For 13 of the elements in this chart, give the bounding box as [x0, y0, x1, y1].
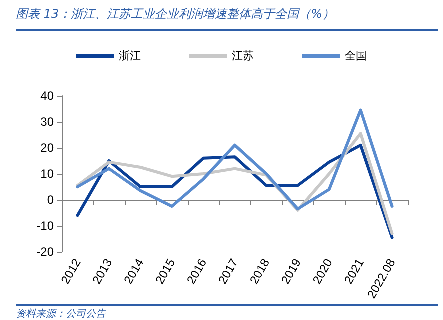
- chart-title: 图表 13：浙江、江苏工业企业利润增速整体高于全国（%）: [16, 6, 438, 31]
- y-tick-label: 20: [40, 141, 54, 155]
- line-series: [76, 108, 394, 211]
- legend-label: 浙江: [119, 50, 141, 62]
- y-tick-label: 10: [40, 167, 54, 181]
- legend-label: 全国: [345, 50, 367, 62]
- y-tick-label: 40: [40, 89, 54, 103]
- y-tick-label: -10: [36, 219, 54, 233]
- y-tick-label: 30: [40, 115, 54, 129]
- legend-label: 江苏: [232, 50, 254, 62]
- text: 资料来源：公司公告: [16, 304, 438, 320]
- y-tick-label: 0: [47, 193, 54, 207]
- y-tick-label: -20: [36, 245, 54, 259]
